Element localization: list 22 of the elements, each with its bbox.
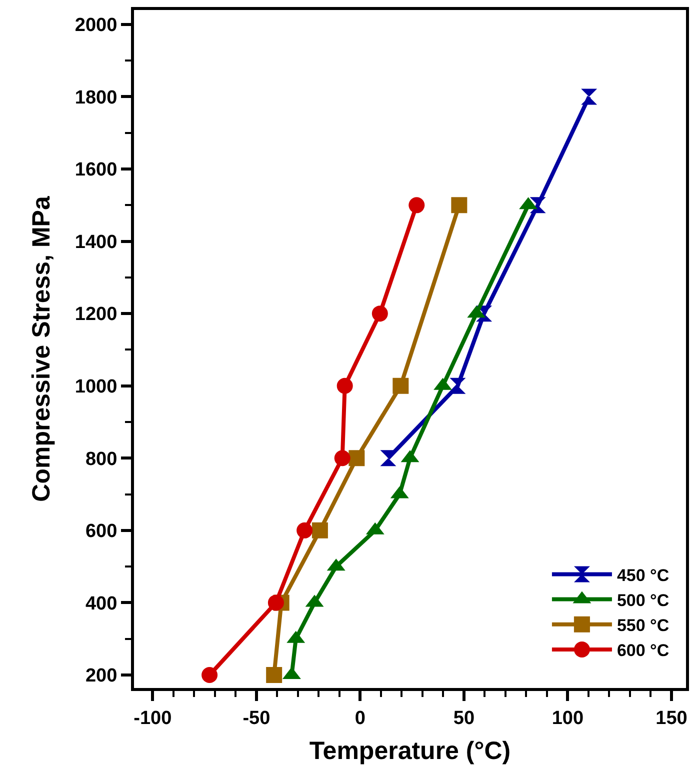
y-tick-label: 600: [85, 521, 118, 542]
legend-label: 500 °C: [616, 590, 670, 610]
y-axis-title: Compressive Stress, MPa: [28, 195, 56, 502]
y-tick-label: 1600: [74, 160, 118, 181]
x-axis-title: Temperature (°C): [309, 736, 511, 765]
y-tick-label: 800: [85, 448, 118, 470]
x-tick-label: 150: [656, 708, 688, 729]
y-tick-label: 1000: [74, 376, 118, 398]
legend-label: 600 °C: [616, 641, 670, 660]
x-tick-label: 100: [552, 708, 584, 729]
x-tick-label: 50: [453, 708, 475, 729]
y-tick-label: 2000: [74, 15, 118, 36]
y-tick-label: 200: [85, 666, 118, 687]
y-tick-label: 1800: [74, 87, 118, 108]
x-tick-label: 0: [354, 708, 366, 729]
y-tick-label: 1400: [74, 232, 118, 253]
x-tick-label: -100: [134, 708, 172, 729]
y-tick-label: 400: [85, 593, 118, 614]
legend-label: 550 °C: [616, 616, 670, 636]
legend-label: 450 °C: [616, 566, 670, 585]
x-tick-label: -50: [242, 708, 270, 729]
y-tick-label: 1200: [74, 304, 118, 326]
